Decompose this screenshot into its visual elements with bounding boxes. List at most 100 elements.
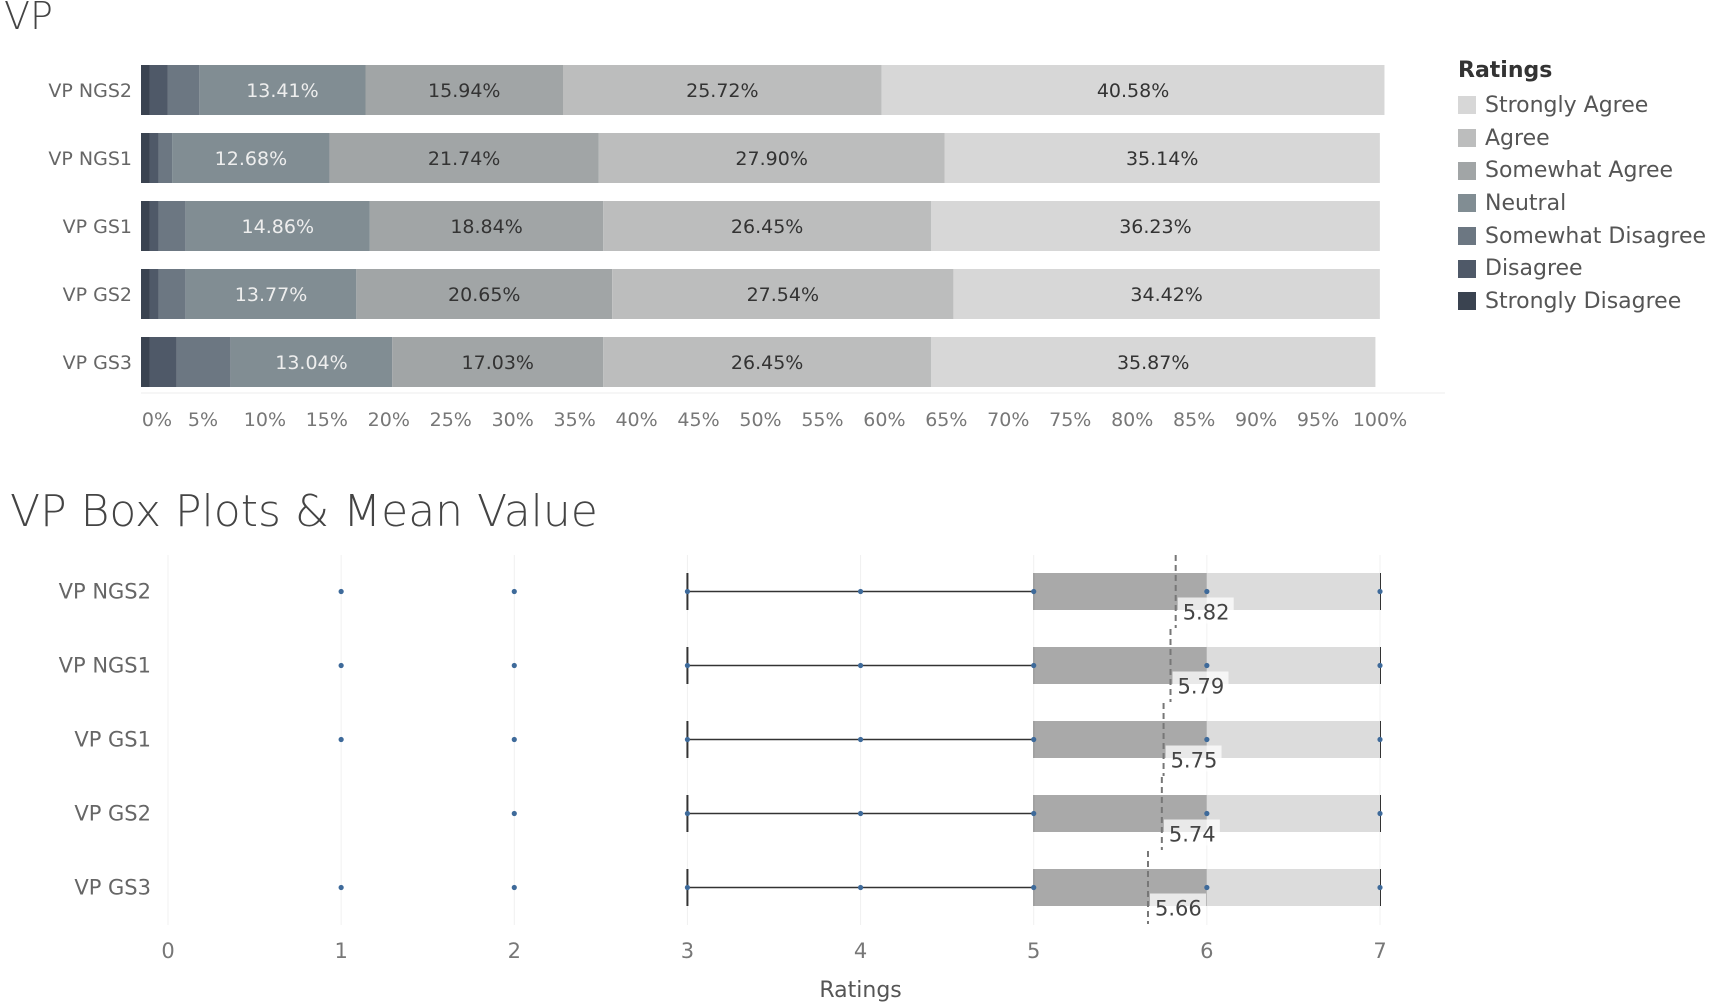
legend-swatch [1458, 161, 1476, 180]
bar-segment [930, 201, 1380, 251]
data-point [1377, 884, 1383, 891]
chart-title-stacked: VP [4, 0, 53, 38]
bar-segment [158, 201, 186, 251]
bar-segment [329, 133, 599, 183]
legend: Ratings Strongly Agree Agree Somewhat Agre… [1458, 58, 1708, 318]
data-point [1031, 736, 1037, 743]
bar-segment [598, 133, 945, 183]
box-upper [1206, 795, 1380, 832]
legend-label: Somewhat Disagree [1485, 223, 1707, 249]
data-point [338, 662, 344, 669]
x-tick-label: 70% [987, 409, 1029, 431]
legend-item: Strongly Disagree [1458, 285, 1708, 318]
data-label: 13.41% [246, 80, 318, 102]
data-point [857, 736, 864, 743]
x-tick-label: 0 [161, 939, 174, 963]
bar-segment [158, 269, 186, 319]
category-label: VP GS3 [74, 876, 151, 900]
data-point [684, 884, 691, 891]
x-tick-label: 6 [1200, 939, 1213, 963]
legend-swatch [1458, 194, 1476, 213]
bar-segment [930, 337, 1376, 387]
x-tick-label: 100% [1353, 409, 1407, 431]
bar-segment [953, 269, 1380, 319]
bar-segment [141, 133, 150, 183]
x-tick-label: 30% [492, 409, 534, 431]
bar-segment [199, 65, 366, 115]
data-label: 40.58% [1097, 80, 1169, 102]
x-tick-label: 15% [306, 409, 348, 431]
mean-label: 5.75 [1171, 749, 1218, 773]
bar-segment [172, 133, 330, 183]
box-upper [1206, 647, 1380, 684]
data-label: 13.77% [235, 284, 307, 306]
x-tick-label: 1 [334, 939, 347, 963]
bar-segment [167, 65, 200, 115]
box-upper [1206, 721, 1380, 758]
x-tick-label: 35% [554, 409, 596, 431]
legend-label: Agree [1485, 125, 1550, 151]
legend-item: Neutral [1458, 187, 1708, 220]
x-tick-label: 25% [430, 409, 472, 431]
box-upper [1206, 573, 1380, 610]
data-point [857, 810, 864, 817]
bar-segment [141, 337, 150, 387]
legend-item: Disagree [1458, 252, 1708, 285]
x-tick-label: 75% [1049, 409, 1091, 431]
bar-segment [149, 337, 177, 387]
x-tick-label: 55% [801, 409, 843, 431]
category-label: VP NGS1 [48, 148, 132, 170]
mean-label-bg [1165, 745, 1222, 772]
bar-segment [603, 201, 931, 251]
data-label: 27.54% [747, 284, 819, 306]
category-label: VP GS1 [74, 728, 151, 752]
data-point [684, 588, 691, 595]
data-point [511, 662, 517, 669]
x-tick-label: 3 [681, 939, 694, 963]
bar-segment [141, 65, 150, 115]
x-tick-label: 4 [854, 939, 867, 963]
x-tick-label: 95% [1297, 409, 1339, 431]
data-label: 36.23% [1119, 216, 1191, 238]
data-point [1377, 662, 1383, 669]
bar-segment [392, 337, 604, 387]
legend-swatch [1458, 259, 1476, 278]
mean-label: 5.79 [1177, 675, 1224, 699]
legend-title: Ratings [1458, 58, 1553, 83]
data-label: 25.72% [686, 80, 758, 102]
data-label: 12.68% [215, 148, 287, 170]
mean-label-bg [1149, 893, 1206, 920]
data-label: 20.65% [448, 284, 520, 306]
bar-segment [185, 269, 357, 319]
category-label: VP GS3 [63, 352, 132, 374]
data-point [857, 884, 864, 891]
x-axis-title: Ratings [819, 978, 901, 1003]
bar-segment [944, 133, 1380, 183]
data-point [1204, 588, 1210, 595]
data-label: 26.45% [731, 216, 803, 238]
data-label: 35.87% [1117, 352, 1189, 374]
data-point [338, 884, 344, 891]
bar-segment [149, 201, 159, 251]
x-tick-label: 7 [1373, 939, 1386, 963]
category-label: VP GS2 [63, 284, 132, 306]
bar-segment [881, 65, 1385, 115]
data-label: 34.42% [1130, 284, 1202, 306]
legend-label: Somewhat Agree [1485, 158, 1674, 184]
data-label: 17.03% [462, 352, 534, 374]
x-tick-label: 0% [142, 409, 172, 431]
category-label: VP NGS2 [59, 580, 151, 604]
data-point [857, 662, 864, 669]
data-label: 26.45% [731, 352, 803, 374]
mean-label: 5.66 [1155, 897, 1202, 921]
data-point [1031, 662, 1037, 669]
data-label: 18.84% [450, 216, 522, 238]
bar-segment [141, 269, 150, 319]
data-point [338, 736, 344, 743]
bar-segment [149, 65, 168, 115]
data-label: 15.94% [428, 80, 500, 102]
legend-label: Neutral [1485, 190, 1567, 216]
x-tick-label: 45% [677, 409, 719, 431]
category-label: VP GS1 [63, 216, 132, 238]
